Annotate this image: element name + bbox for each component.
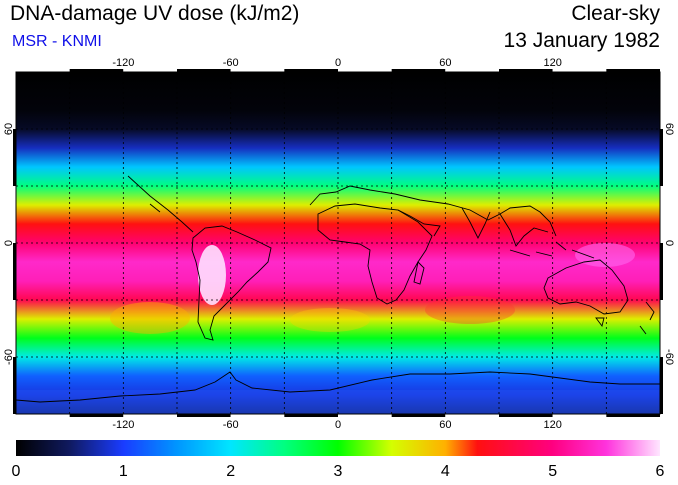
left-tick-band: [13, 243, 16, 300]
colorbar-tick-label: 1: [119, 463, 128, 480]
x-tick-label-bottom: -60: [223, 419, 239, 431]
left-tick-band: [13, 357, 16, 414]
bottom-tick-band: [284, 414, 338, 417]
top-tick-band: [552, 69, 607, 72]
bottom-tick-band: [123, 414, 177, 417]
y-tick-label-left: -60: [3, 349, 15, 365]
top-tick-band: [123, 69, 177, 72]
bottom-tick-band: [230, 414, 285, 417]
indonesia-coast: [509, 241, 595, 259]
left-tick-band: [13, 72, 16, 129]
y-tick-label-right: 60: [663, 123, 675, 135]
axis-labels: -120 -120 -60 -60 0 0 60 60 120 120 60 60 0 0 -60 -60: [3, 57, 675, 431]
right-tick-band: [660, 300, 663, 357]
andes-high-uv: [198, 245, 226, 305]
coastlines: [16, 175, 660, 403]
top-tick-band: [606, 69, 660, 72]
right-tick-band: [660, 357, 663, 414]
top-tick-band: [499, 69, 553, 72]
colorbar-tick-label: 0: [12, 463, 21, 480]
top-tick-band: [391, 69, 446, 72]
chart-title: DNA-damage UV dose (kJ/m2): [10, 2, 300, 25]
map-frame: [15, 71, 661, 415]
antarctica-coast: [16, 371, 660, 403]
bottom-tick-band: [606, 414, 660, 417]
x-tick-label-bottom: 60: [439, 419, 451, 431]
arabia-coast: [397, 209, 441, 237]
x-tick-label-bottom: 0: [335, 419, 341, 431]
top-tick-band: [445, 69, 499, 72]
tasmania-coast: [595, 317, 605, 328]
left-tick-band: [13, 300, 16, 357]
colorbar-labels: 0 1 2 3 4 5 6: [12, 463, 665, 480]
colorbar-tick-label: 2: [226, 463, 235, 480]
central-america-coast: [127, 175, 194, 233]
bottom-tick-band: [499, 414, 553, 417]
credit-label: MSR - KNMI: [12, 33, 102, 50]
y-tick-label-right: -60: [663, 349, 675, 365]
x-tick-label-top: -60: [223, 57, 239, 69]
colorbar: [16, 440, 660, 456]
bottom-tick-band: [338, 414, 392, 417]
bottom-tick-band: [69, 414, 124, 417]
south-america-coast: [191, 225, 272, 341]
bottom-tick-band: [16, 414, 70, 417]
top-tick-band: [16, 69, 70, 72]
sky-mode-label: Clear-sky: [571, 2, 660, 25]
colorbar-tick-label: 4: [441, 463, 450, 480]
new-zealand-coast: [639, 301, 655, 335]
x-tick-label-top: -120: [112, 57, 134, 69]
bottom-tick-band: [445, 414, 499, 417]
india-coast: [461, 207, 491, 240]
right-tick-band: [660, 129, 663, 186]
y-tick-label-left: 60: [3, 123, 15, 135]
right-tick-band: [660, 72, 663, 129]
top-tick-band: [177, 69, 231, 72]
right-tick-band: [660, 186, 663, 243]
axis-tick-bands: [13, 69, 663, 417]
australia-high-uv: [575, 243, 635, 267]
left-tick-band: [13, 186, 16, 243]
colorbar-tick-label: 6: [656, 463, 665, 480]
bottom-tick-band: [177, 414, 231, 417]
europe-asia-coast: [309, 185, 557, 237]
bottom-tick-band: [391, 414, 446, 417]
bottom-tick-band: [552, 414, 607, 417]
x-tick-label-top: 120: [543, 57, 561, 69]
colorbar-tick-label: 3: [334, 463, 343, 480]
right-tick-band: [660, 243, 663, 300]
y-tick-label-left: 0: [3, 240, 15, 246]
indian-ocean-red-patch: [425, 296, 515, 324]
x-tick-label-top: 60: [439, 57, 451, 69]
pacific-orange-patch: [110, 302, 190, 334]
top-tick-band: [230, 69, 285, 72]
x-tick-label-top: 0: [335, 57, 341, 69]
top-tick-band: [284, 69, 338, 72]
x-tick-label-bottom: 120: [543, 419, 561, 431]
left-tick-band: [13, 129, 16, 186]
madagascar-coast: [413, 261, 425, 285]
atlantic-yellow-patch: [290, 308, 370, 332]
x-tick-label-bottom: -120: [112, 419, 134, 431]
southeast-asia-coast: [499, 213, 549, 247]
lat-lon-grid: [16, 72, 660, 414]
top-tick-band: [338, 69, 392, 72]
top-tick-band: [69, 69, 124, 72]
y-tick-label-right: 0: [663, 240, 675, 246]
colorbar-tick-label: 5: [548, 463, 557, 480]
date-label: 13 January 1982: [503, 29, 660, 52]
